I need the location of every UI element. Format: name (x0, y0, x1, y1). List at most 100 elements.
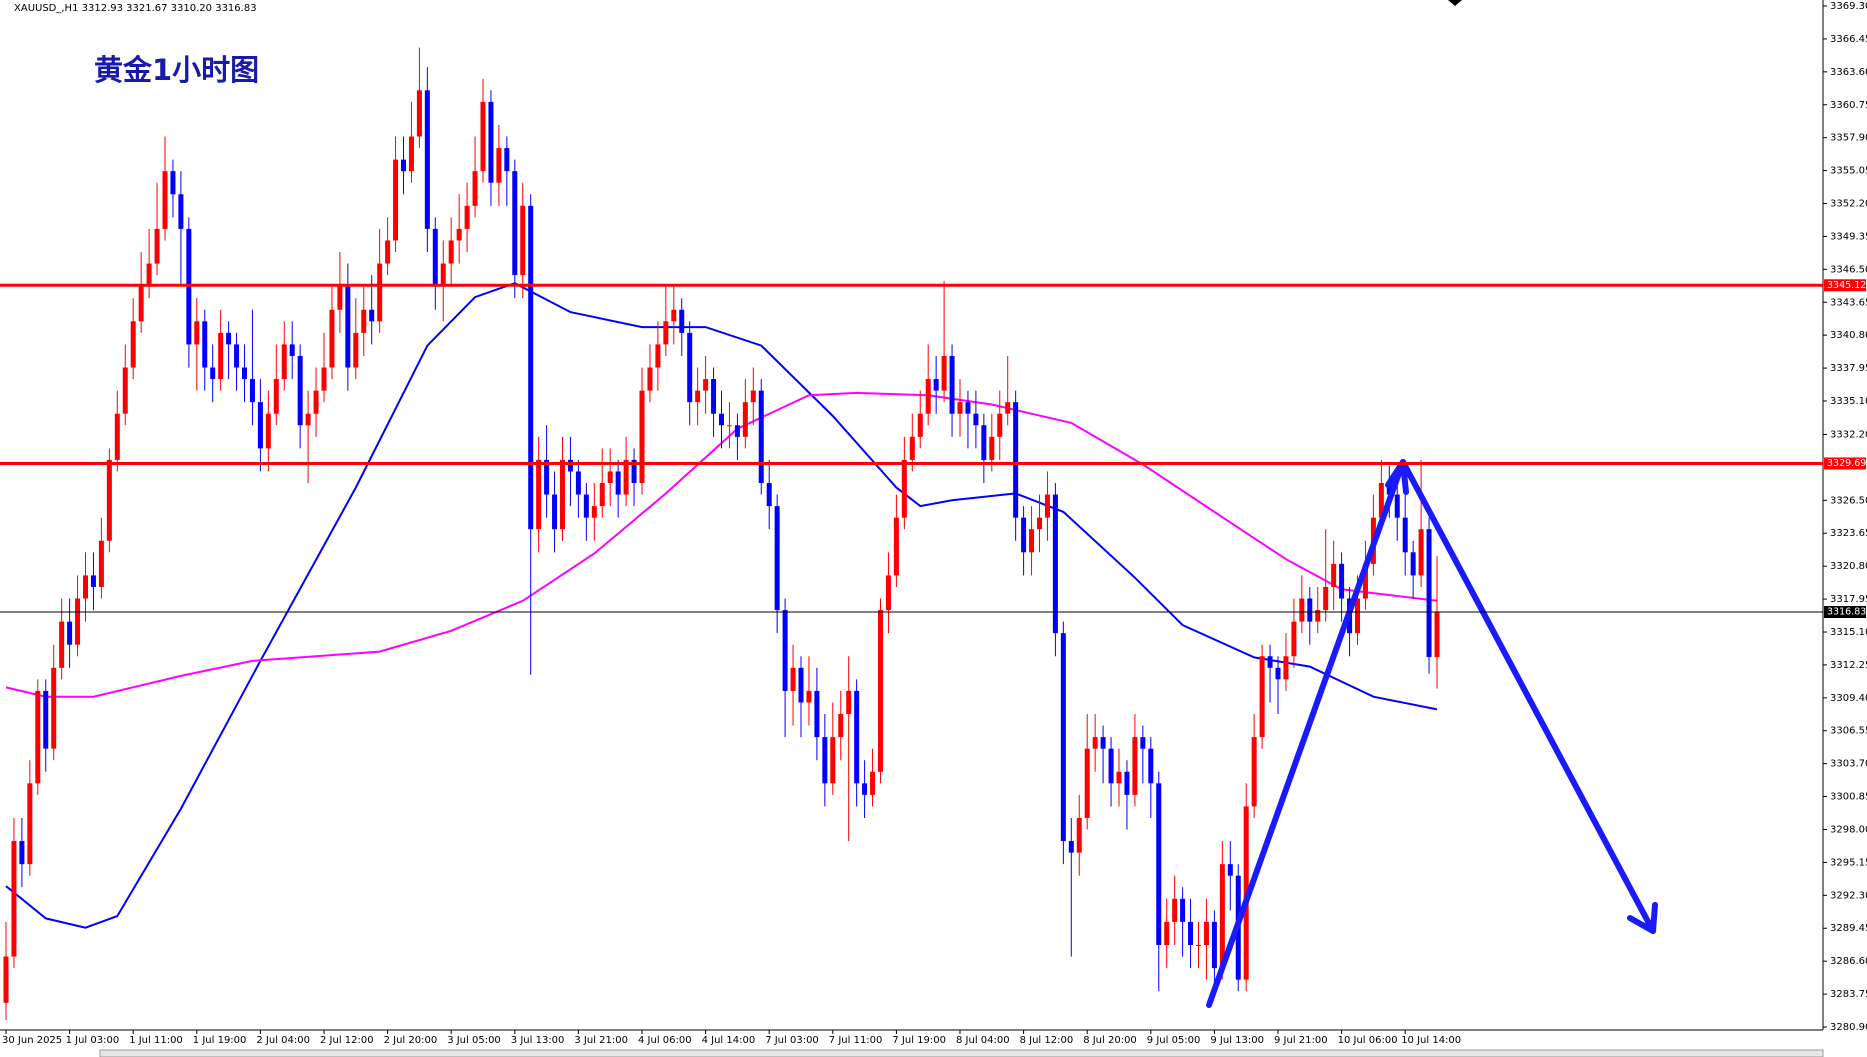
candle-body (933, 379, 939, 391)
candle-body (43, 690, 49, 749)
candle-body (1005, 402, 1011, 414)
candle-body (846, 690, 852, 715)
x-tick-label: 30 Jun 2025 (2, 1035, 62, 1046)
candle-body (528, 205, 534, 530)
candle-body (623, 459, 629, 495)
x-tick-label: 9 Jul 13:00 (1210, 1035, 1264, 1046)
candle-body (1100, 737, 1106, 749)
candle-body (114, 413, 120, 460)
candle-body (655, 344, 661, 368)
candle-body (607, 471, 613, 484)
candle-body (512, 171, 518, 276)
candle-body (830, 737, 836, 784)
x-tick-label: 8 Jul 12:00 (1020, 1035, 1074, 1046)
y-tick-label: 3352.20 (1830, 199, 1867, 210)
candle-body (981, 425, 987, 460)
y-tick-label: 3292.30 (1830, 890, 1867, 901)
candle-body (273, 379, 279, 414)
candle-body (1148, 748, 1154, 784)
price-label: 3329.69 (1827, 458, 1866, 469)
candle-body (1108, 748, 1114, 784)
candle-body (281, 344, 287, 380)
x-tick-label: 3 Jul 21:00 (574, 1035, 628, 1046)
candle-body (766, 483, 772, 507)
candle-body (1283, 656, 1289, 680)
candle-body (106, 459, 112, 541)
candle-body (774, 506, 780, 611)
x-tick-label: 4 Jul 06:00 (638, 1035, 692, 1046)
candle-body (448, 240, 454, 264)
y-tick-label: 3332.20 (1830, 429, 1867, 440)
candle-body (122, 367, 128, 414)
x-tick-label: 2 Jul 20:00 (384, 1035, 438, 1046)
candle-body (544, 459, 550, 495)
down-arrow-head (1627, 902, 1658, 934)
candle-body (687, 332, 693, 403)
candle-body (3, 956, 9, 1003)
candle-body (893, 517, 899, 576)
candle-body (1140, 737, 1146, 749)
candle-body (1132, 737, 1138, 795)
candle-body (711, 379, 717, 414)
candle-body (504, 148, 510, 172)
candle-body (520, 205, 526, 276)
candle-body (1060, 633, 1066, 842)
candle-body (35, 690, 41, 784)
candle-body (647, 367, 653, 391)
candle-body (1355, 598, 1360, 634)
x-tick-label: 9 Jul 21:00 (1274, 1035, 1328, 1046)
candle-body (1029, 529, 1035, 553)
candle-body (973, 413, 979, 426)
y-tick-label: 3357.90 (1830, 133, 1867, 144)
candle-body (90, 575, 96, 587)
candle-body (536, 459, 542, 530)
candle-body (615, 471, 621, 495)
candle-body (337, 286, 343, 310)
candle-body (1299, 598, 1305, 622)
candle-body (361, 309, 367, 333)
y-tick-label: 3337.95 (1830, 363, 1867, 374)
candle-body (257, 402, 263, 449)
candle-body (941, 355, 947, 391)
candle-body (408, 136, 414, 172)
candle-body (599, 483, 605, 507)
candle-body (234, 344, 240, 368)
candle-body (313, 390, 319, 414)
chart-title: 黄金1小时图 (94, 53, 259, 87)
y-tick-label: 3323.65 (1830, 528, 1867, 539)
candle-body (631, 459, 637, 484)
candle-body (695, 390, 701, 403)
candle-body (496, 148, 502, 183)
price-label: 3316.83 (1827, 607, 1866, 618)
y-tick-label: 3343.65 (1830, 297, 1867, 308)
candle-body (424, 90, 430, 229)
candle-body (138, 286, 144, 322)
scrollbar[interactable] (99, 1049, 1824, 1057)
candle-body (385, 240, 391, 264)
x-tick-label: 10 Jul 06:00 (1338, 1035, 1398, 1046)
candle-body (218, 332, 224, 380)
candle-body (464, 205, 470, 229)
x-tick-label: 1 Jul 03:00 (66, 1035, 120, 1046)
candle-body (1426, 529, 1432, 658)
candle-body (703, 379, 709, 391)
candle-body (480, 101, 486, 172)
candle-body (98, 540, 104, 587)
candle-body (758, 390, 764, 484)
candle-body (265, 413, 271, 449)
candle-body (790, 667, 796, 691)
candle-body (734, 425, 740, 437)
candle-body (1068, 841, 1074, 853)
candle-body (1378, 483, 1384, 518)
candle-body (210, 367, 216, 380)
candle-body (1259, 656, 1265, 738)
y-tick-label: 3340.80 (1830, 330, 1867, 341)
y-tick-label: 3335.10 (1830, 396, 1867, 407)
candle-body (369, 309, 375, 322)
y-tick-label: 3355.05 (1830, 166, 1867, 177)
price-label: 3345.12 (1827, 280, 1866, 291)
candle-body (949, 355, 955, 414)
candle-body (1172, 898, 1178, 922)
candle-body (782, 610, 788, 691)
